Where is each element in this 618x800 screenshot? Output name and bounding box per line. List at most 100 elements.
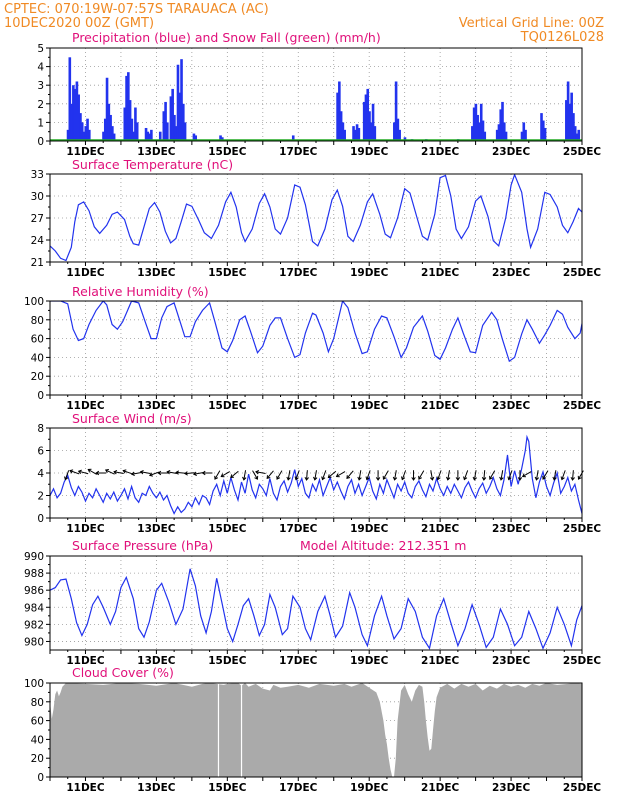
cloud-area (50, 683, 582, 777)
precip-bar (80, 122, 84, 141)
x-tick-label: 21DEC (421, 146, 460, 158)
precip-bar (369, 122, 373, 141)
humidity-panel: Relative Humidity (%) 0 20 40 60 80 100 11DEC 1… (24, 284, 601, 412)
precip-bar (183, 122, 187, 141)
precip-bar (541, 120, 545, 141)
precip-bar (182, 103, 185, 141)
wind-arrow-head (255, 470, 260, 475)
y-tick-label: 986 (24, 585, 44, 597)
x-tick-label: 15DEC (208, 782, 247, 794)
precip-bar (566, 81, 570, 141)
wind-arrow (500, 470, 504, 480)
x-tick-label: 19DEC (350, 146, 389, 158)
wind-arrow-head (499, 476, 504, 481)
y-tick-label: 0 (37, 772, 44, 784)
precip-bar (125, 75, 128, 141)
precipitation-title: Precipitation (blue) and Snow Fall (gree… (72, 30, 381, 45)
precip-bar (572, 113, 575, 141)
wind-arrow (243, 470, 247, 480)
precip-bar (474, 103, 478, 141)
x-tick-label: 11DEC (66, 655, 105, 667)
x-tick-label: 23DEC (492, 782, 531, 794)
x-tick-label: 19DEC (350, 400, 389, 412)
x-tick-label: 13DEC (137, 267, 176, 279)
wind-arrow-head (286, 476, 291, 481)
x-tick-label: 21DEC (421, 655, 460, 667)
precip-bar (219, 135, 222, 141)
wind-arrow-head (400, 476, 406, 481)
precip-bar (112, 133, 116, 141)
wind-arrow-head (552, 476, 557, 481)
header-model: TQ0126L028 (520, 30, 604, 45)
wind-arrow-head (346, 475, 351, 480)
y-tick-label: 3 (37, 80, 44, 92)
wind-arrow (78, 470, 89, 475)
wind-arrow-head (429, 476, 435, 481)
precip-bar (501, 101, 504, 141)
wind-arrow (255, 471, 266, 474)
x-tick-label: 23DEC (492, 146, 531, 158)
humidity-title: Relative Humidity (%) (72, 284, 209, 299)
wind-arrow (463, 470, 469, 480)
series-line (50, 568, 582, 650)
y-tick-label: 984 (24, 602, 44, 614)
wind-arrow-head (392, 476, 398, 481)
wind-arrow-head (113, 470, 118, 475)
header-location: CPTEC: 070:19W-07:57S TARAUACA (AC) (4, 2, 269, 17)
wind-arrow-head (304, 476, 309, 481)
wind-arrow-head (266, 475, 271, 480)
x-tick-label: 23DEC (492, 400, 531, 412)
model-altitude-note: Model Altitude: 212.351 m (300, 538, 466, 553)
x-tick-label: 23DEC (492, 267, 531, 279)
precip-bar (107, 103, 111, 141)
x-tick-label: 13DEC (137, 782, 176, 794)
header-grid-note: Vertical Grid Line: 00Z (459, 16, 604, 31)
precip-bar (130, 118, 134, 141)
precip-bar (150, 129, 153, 141)
wind-arrow-head (321, 476, 326, 481)
precip-bar (373, 126, 377, 141)
x-tick-label: 17DEC (279, 523, 318, 535)
wind-arrow-head (276, 475, 281, 480)
wind-arrow (394, 470, 397, 480)
wind-arrow (221, 471, 231, 477)
wind-arrow-head (463, 476, 468, 481)
x-tick-label: 19DEC (350, 267, 389, 279)
x-tick-label: 25DEC (563, 523, 602, 535)
wind-arrow (553, 470, 557, 480)
precip-bar (123, 107, 127, 141)
x-tick-label: 13DEC (137, 655, 176, 667)
wind-arrow-head (166, 470, 171, 475)
wind-arrow (578, 470, 584, 480)
precip-bar (166, 122, 169, 141)
wind-arrow (266, 470, 274, 479)
wind-arrow (483, 470, 486, 481)
precip-bar (291, 135, 295, 141)
x-tick-label: 19DEC (350, 782, 389, 794)
wind-arrow-head (157, 470, 162, 476)
precip-bar (573, 126, 577, 141)
precip-bar (135, 122, 139, 141)
y-tick-label: 2 (37, 99, 44, 111)
precip-bar (192, 133, 196, 141)
x-tick-label: 21DEC (421, 782, 460, 794)
x-tick-label: 25DEC (563, 655, 602, 667)
precip-bar (77, 94, 80, 141)
x-tick-label: 25DEC (563, 267, 602, 279)
wind-arrow (306, 470, 308, 481)
precip-bar (341, 122, 345, 141)
precip-bar (68, 57, 72, 141)
y-tick-label: 21 (31, 257, 44, 269)
x-tick-label: 11DEC (66, 146, 105, 158)
wind-arrow (123, 470, 133, 475)
precip-bar (105, 77, 109, 141)
y-tick-label: 0 (37, 513, 44, 525)
wind-arrow-head (230, 474, 235, 479)
wind-arrow-head (201, 470, 206, 476)
precip-bar (565, 100, 568, 141)
wind-arrow-head (184, 471, 188, 476)
x-tick-label: 13DEC (137, 146, 176, 158)
y-tick-label: 8 (37, 423, 44, 435)
y-tick-label: 60 (31, 334, 44, 346)
wind-arrow (64, 470, 70, 480)
